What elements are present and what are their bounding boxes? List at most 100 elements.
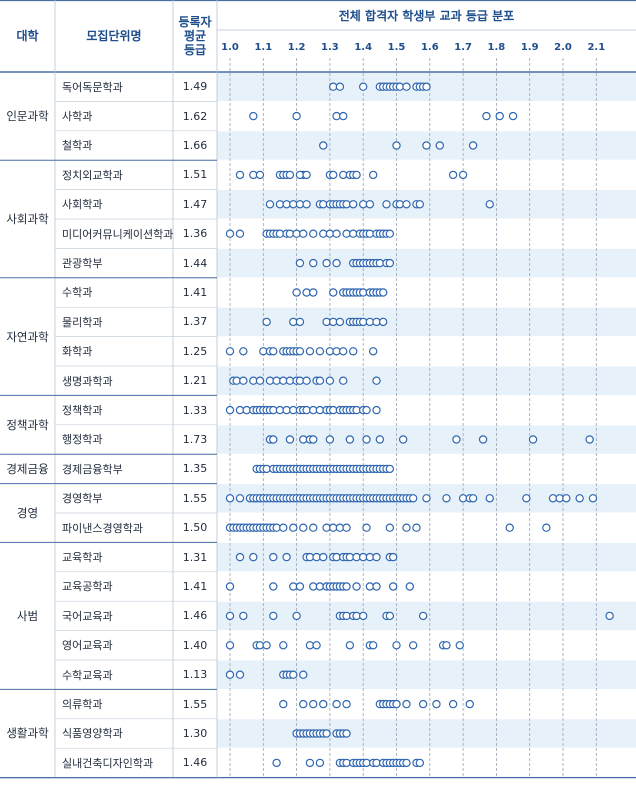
data-point xyxy=(482,111,491,121)
data-point xyxy=(265,200,275,209)
data-point xyxy=(385,611,395,621)
data-point xyxy=(225,347,235,356)
row-stripe xyxy=(217,425,636,454)
data-point xyxy=(289,670,298,679)
data-point xyxy=(269,552,278,562)
data-point xyxy=(352,582,361,591)
data-point xyxy=(362,435,371,444)
average-grade-value: 1.40 xyxy=(182,638,208,652)
data-point xyxy=(422,494,431,503)
data-point xyxy=(235,494,245,503)
department-label: 철학과 xyxy=(62,139,93,153)
average-grade-value: 1.47 xyxy=(182,197,208,211)
department-label: 화학과 xyxy=(62,345,93,359)
data-point xyxy=(448,170,458,180)
average-grade-value: 1.51 xyxy=(182,168,208,182)
university-label: 사회과학 xyxy=(6,211,49,226)
data-point xyxy=(422,141,431,150)
data-point xyxy=(585,435,594,444)
department-label: 파이낸스경영학과 xyxy=(62,521,143,535)
x-tick-label: 1.6 xyxy=(420,42,439,53)
data-point xyxy=(262,641,271,650)
university-label: 경영 xyxy=(16,505,39,520)
data-point xyxy=(292,288,301,297)
data-point xyxy=(352,170,361,180)
data-point xyxy=(349,347,358,356)
data-point xyxy=(302,376,311,385)
data-point xyxy=(315,347,325,356)
data-point xyxy=(342,582,351,591)
average-grade-value: 1.13 xyxy=(182,668,208,682)
average-grade-value: 1.41 xyxy=(182,285,208,299)
data-point xyxy=(239,347,248,356)
data-point xyxy=(302,170,311,180)
data-point xyxy=(412,523,421,532)
data-point xyxy=(359,611,368,621)
data-point xyxy=(289,523,298,532)
data-point xyxy=(305,347,315,356)
data-point xyxy=(402,523,411,532)
data-point xyxy=(335,82,345,91)
data-point xyxy=(442,494,451,503)
data-point xyxy=(368,347,378,356)
data-point xyxy=(225,641,235,650)
data-point xyxy=(305,758,315,768)
data-point xyxy=(235,552,245,562)
department-label: 수학과 xyxy=(62,286,93,300)
data-point xyxy=(249,552,258,562)
data-point xyxy=(299,523,308,532)
average-grade-value: 1.66 xyxy=(182,138,208,152)
data-point xyxy=(239,611,248,621)
data-point xyxy=(332,699,341,709)
department-label: 생명과학과 xyxy=(62,374,113,388)
university-label: 생활과학 xyxy=(6,726,49,741)
department-label: 식품영양학과 xyxy=(62,727,123,741)
data-point xyxy=(339,347,348,356)
data-point xyxy=(295,317,305,327)
department-label: 교육학과 xyxy=(62,551,103,565)
department-label: 독어독문학과 xyxy=(62,80,123,94)
data-point xyxy=(309,229,318,238)
data-point xyxy=(339,111,348,121)
average-grade-value: 1.21 xyxy=(182,374,208,388)
department-label: 정치외교학과 xyxy=(62,168,123,182)
x-tick-label: 1.1 xyxy=(254,42,273,53)
row-stripe xyxy=(217,542,636,572)
data-point xyxy=(255,376,265,385)
x-tick-label: 2.1 xyxy=(587,42,606,53)
average-grade-value: 1.50 xyxy=(182,521,208,535)
average-grade-value: 1.73 xyxy=(182,432,208,446)
data-point xyxy=(349,200,358,209)
average-grade-value: 1.46 xyxy=(182,756,208,770)
data-point xyxy=(225,405,235,415)
data-point xyxy=(448,699,458,709)
data-point xyxy=(279,523,288,532)
data-point xyxy=(225,229,235,238)
data-point xyxy=(225,494,235,503)
data-point xyxy=(239,376,248,385)
data-point xyxy=(269,347,278,356)
data-point xyxy=(458,170,468,180)
average-grade-value: 1.33 xyxy=(182,403,208,417)
data-point xyxy=(309,523,318,532)
x-tick-label: 1.3 xyxy=(321,42,339,53)
data-point xyxy=(269,611,278,621)
data-point xyxy=(342,523,351,532)
data-point xyxy=(368,641,378,650)
data-point xyxy=(299,699,308,709)
department-label: 국어교육과 xyxy=(62,609,113,623)
data-point xyxy=(392,141,401,150)
data-point xyxy=(269,435,278,444)
data-point xyxy=(342,729,351,738)
x-tick-label: 1.9 xyxy=(520,42,539,53)
data-point xyxy=(262,317,271,327)
data-point xyxy=(605,611,614,621)
header-average-grade: 등록자 평균 등급 xyxy=(178,15,212,57)
average-grade-value: 1.46 xyxy=(182,609,208,623)
header-distribution: 전체 합격자 학생부 교과 등급 분포 xyxy=(338,9,515,23)
data-point xyxy=(292,611,301,621)
data-point xyxy=(359,82,368,91)
data-point xyxy=(452,435,461,444)
